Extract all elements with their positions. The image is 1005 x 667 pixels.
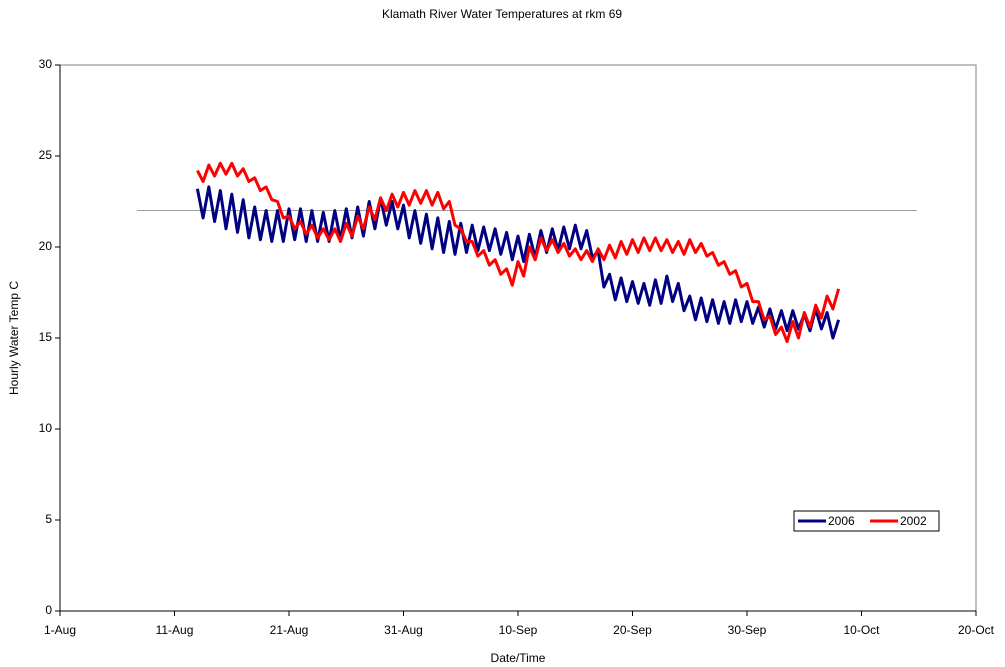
legend-box [793,510,940,532]
chart-title: Klamath River Water Temperatures at rkm … [382,7,622,21]
series-line [196,161,841,344]
y-tick-label: 5 [45,512,52,526]
x-tick-label: 21-Aug [270,623,309,637]
y-tick-label: 15 [39,330,53,344]
legend-label: 2006 [828,514,855,528]
x-tick-label: 30-Sep [728,623,767,637]
y-tick-label: 10 [39,421,53,435]
x-tick-label: 10-Sep [499,623,538,637]
y-axis-label: Hourly Water Temp C [7,281,21,395]
y-tick-label: 30 [39,57,53,71]
x-tick-label: 20-Oct [958,623,995,637]
x-tick-label: 1-Aug [44,623,76,637]
x-tick-label: 20-Sep [613,623,652,637]
y-tick-label: 25 [39,148,53,162]
legend: 2006 2002 [793,510,940,532]
x-axis-label: Date/Time [491,651,546,665]
x-tick-label: 11-Aug [156,623,194,637]
x-tick-label: 31-Aug [384,623,423,637]
y-tick-label: 20 [39,239,53,253]
legend-label: 2002 [900,514,927,528]
x-tick-label: 10-Oct [843,623,880,637]
y-tick-label: 0 [45,603,52,617]
